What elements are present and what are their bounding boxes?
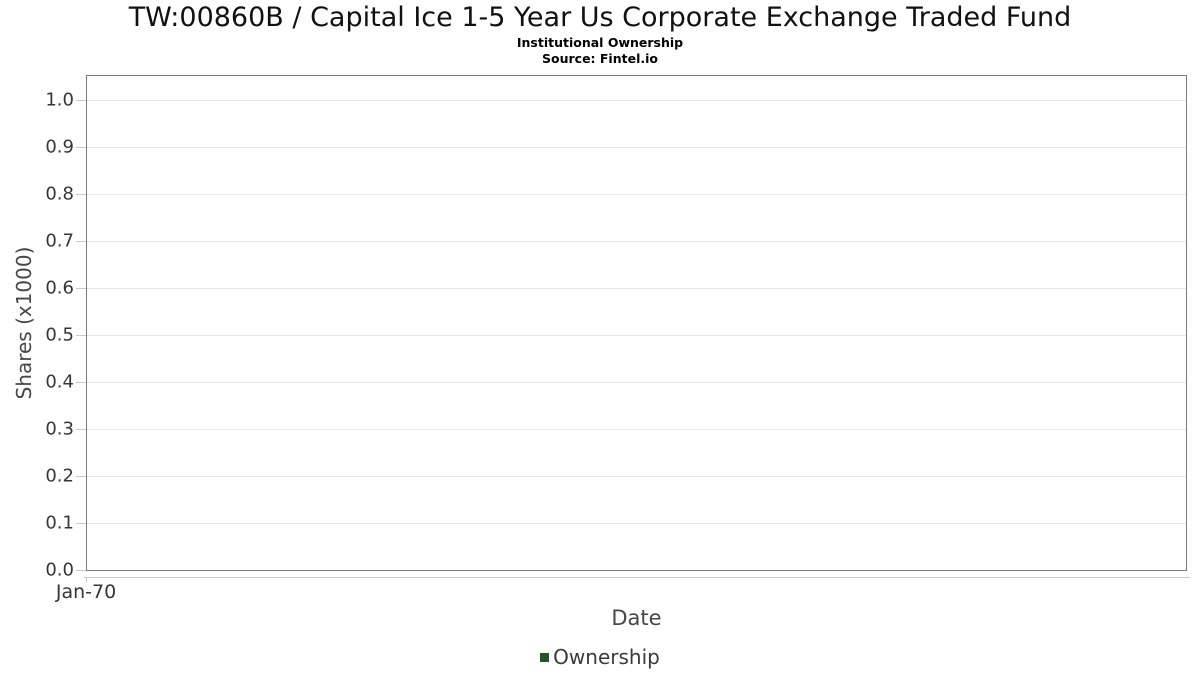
y-tick-mark-0.1: [76, 523, 86, 524]
y-tick-mark-0.0: [76, 570, 86, 571]
gridline-0.2: [87, 476, 1186, 477]
gridline-0.9: [87, 147, 1186, 148]
y-tick-label-0.3: 0.3: [45, 418, 74, 440]
chart-subtitle: Institutional Ownership: [516, 35, 684, 50]
y-tick-label-0.8: 0.8: [45, 183, 74, 205]
x-axis-title: Date: [611, 606, 662, 630]
y-tick-mark-0.7: [76, 241, 86, 242]
gridline-0.6: [87, 288, 1186, 289]
y-tick-mark-1.0: [76, 100, 86, 101]
y-tick-label-0.0: 0.0: [45, 559, 74, 581]
y-tick-label-0.9: 0.9: [45, 136, 74, 158]
y-tick-label-0.1: 0.1: [45, 512, 74, 534]
y-tick-mark-0.9: [76, 147, 86, 148]
x-tick-mark: [86, 577, 87, 583]
y-axis-title: Shares (x1000): [12, 246, 36, 400]
gridline-0.8: [87, 194, 1186, 195]
chart-source-credit: Source: Fintel.io: [542, 51, 658, 66]
gridline-0.3: [87, 429, 1186, 430]
chart-title: TW:00860B / Capital Ice 1-5 Year Us Corp…: [128, 2, 1072, 33]
y-tick-mark-0.3: [76, 429, 86, 430]
legend-marker-icon: [540, 652, 550, 662]
plot-area: 0.0 0.1 0.2 0.3 0.4 0.5 0.6 0.7 0.8 0.9 1.0: [45, 75, 1187, 581]
gridline-1.0: [87, 100, 1186, 101]
x-axis-line: [84, 577, 1190, 578]
y-tick-mark-0.5: [76, 335, 86, 336]
gridline-0.7: [87, 241, 1186, 242]
gridline-0.1: [87, 523, 1186, 524]
y-tick-mark-0.6: [76, 288, 86, 289]
gridline-0.4: [87, 382, 1186, 383]
legend-label: Ownership: [553, 645, 660, 669]
y-tick-label-0.6: 0.6: [45, 277, 74, 299]
y-tick-label-0.4: 0.4: [45, 371, 74, 393]
y-tick-label-1.0: 1.0: [45, 89, 74, 111]
y-tick-label-0.7: 0.7: [45, 230, 74, 252]
y-tick-mark-0.2: [76, 476, 86, 477]
legend: Ownership: [0, 645, 1200, 669]
y-tick-mark-0.8: [76, 194, 86, 195]
legend-item-ownership[interactable]: Ownership: [540, 645, 660, 669]
x-tick-label: Jan-70: [55, 581, 117, 603]
y-tick-mark-0.4: [76, 382, 86, 383]
y-tick-label-0.5: 0.5: [45, 324, 74, 346]
gridline-0.5: [87, 335, 1186, 336]
y-tick-label-0.2: 0.2: [45, 465, 74, 487]
